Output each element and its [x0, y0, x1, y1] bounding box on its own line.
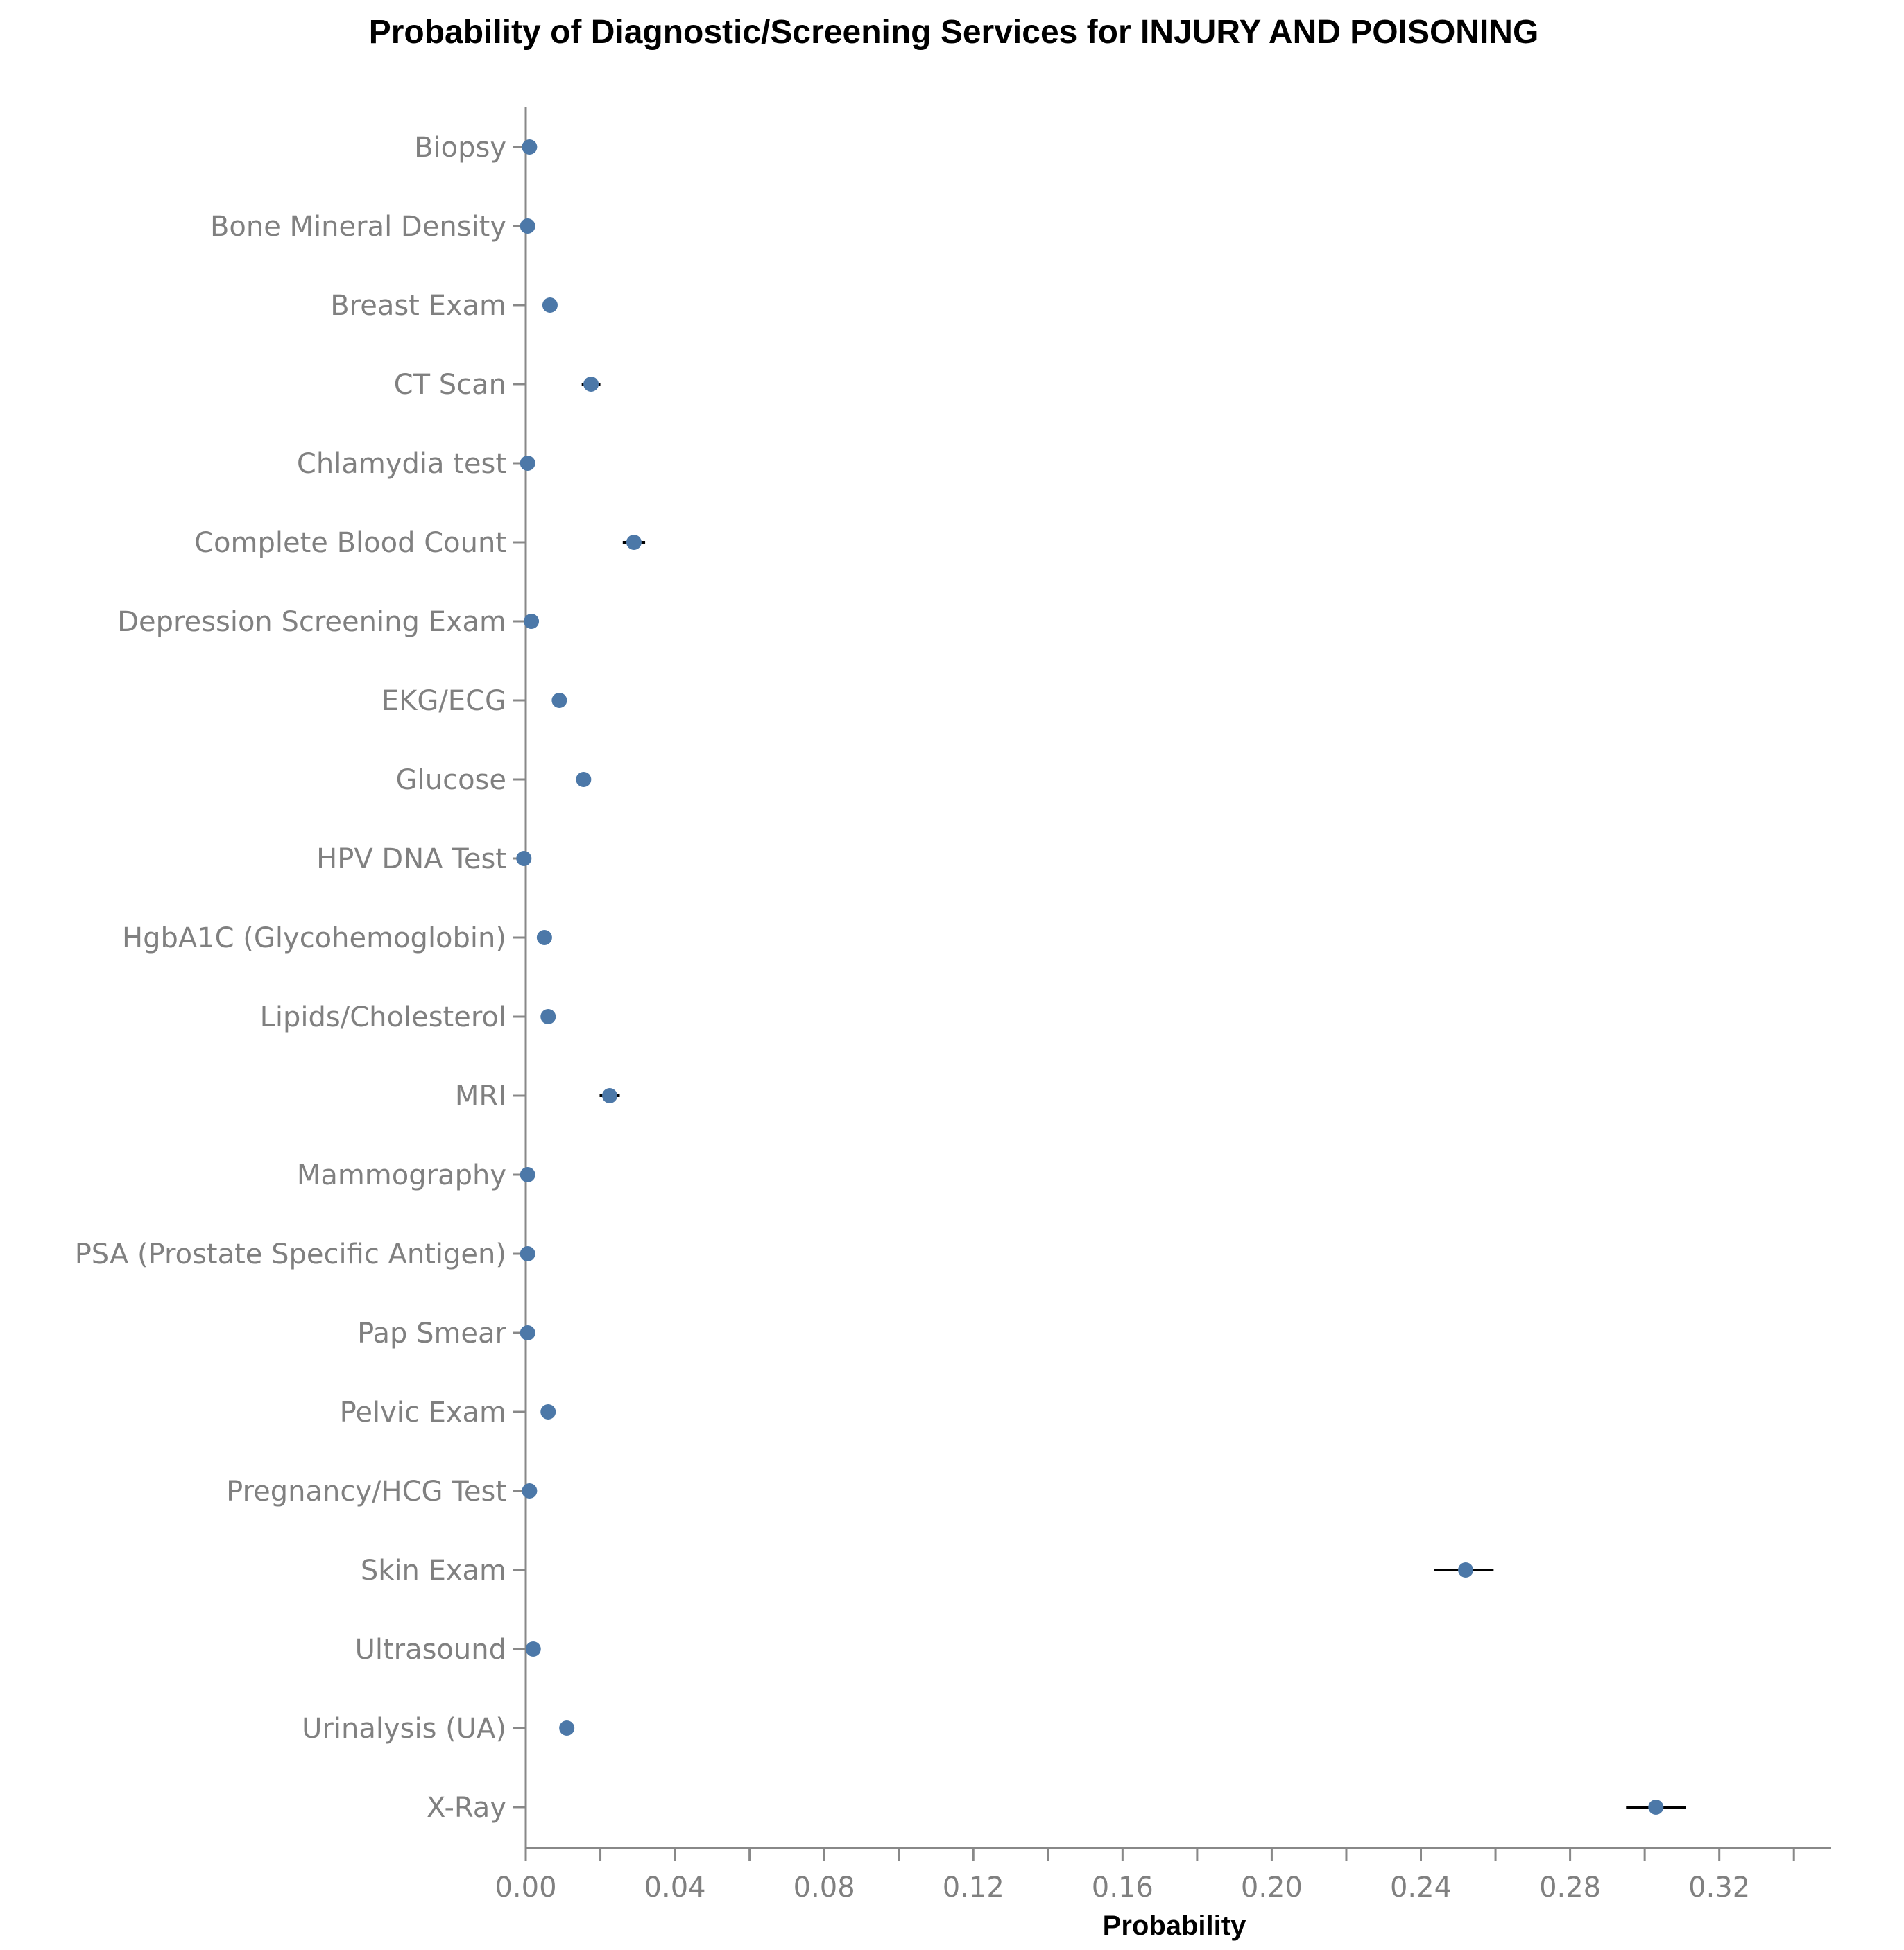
data-point [583, 377, 599, 392]
x-tick-label: 0.24 [1390, 1872, 1452, 1904]
y-tick-label: Breast Exam [330, 290, 506, 322]
x-tick-label: 0.20 [1241, 1872, 1303, 1904]
data-point [1458, 1562, 1474, 1578]
y-tick-label: Skin Exam [361, 1555, 506, 1587]
data-point [551, 693, 567, 708]
y-tick-label: Pelvic Exam [340, 1397, 506, 1429]
data-point [536, 930, 552, 945]
y-tick-label: X-Ray [427, 1792, 506, 1824]
y-tick-label: Complete Blood Count [194, 527, 506, 559]
y-tick-label: EKG/ECG [381, 685, 506, 717]
y-axis: Biopsy Bone Mineral Density Breast Exam CT … [75, 107, 527, 1848]
x-tick-label: 0.04 [644, 1872, 706, 1904]
y-tick-label: Biopsy [414, 132, 506, 164]
chart-title: Probability of Diagnostic/Screening Serv… [369, 14, 1539, 51]
x-tick-label: 0.12 [943, 1872, 1004, 1904]
y-tick-label: HPV DNA Test [316, 843, 506, 875]
x-tick-label: 0.16 [1092, 1872, 1153, 1904]
y-tick-label: Ultrasound [355, 1634, 506, 1666]
y-tick-label: Urinalysis (UA) [302, 1713, 506, 1745]
x-tick-label: 0.00 [495, 1872, 556, 1904]
data-point [520, 1167, 535, 1182]
data-point [1648, 1800, 1664, 1815]
x-tick-label: 0.32 [1688, 1872, 1750, 1904]
x-axis: 0.00 0.04 0.08 0.12 0.16 0.20 0.24 0.28 0.32 [495, 1847, 1831, 1904]
data-point [601, 1088, 617, 1103]
data-marks [516, 139, 1686, 1815]
data-point [516, 851, 532, 866]
y-tick-label: Glucose [396, 764, 506, 796]
data-point [540, 1009, 556, 1024]
y-tick-label: Chlamydia test [297, 448, 506, 480]
data-point [626, 535, 642, 550]
data-point [525, 1641, 541, 1657]
data-point [520, 456, 535, 471]
x-tick-label: 0.08 [794, 1872, 855, 1904]
data-point [542, 297, 558, 313]
y-tick-label: Mammography [297, 1159, 506, 1191]
data-point [559, 1720, 575, 1736]
y-tick-label: Bone Mineral Density [210, 211, 506, 243]
data-point [522, 139, 538, 155]
y-tick-label: Pregnancy/HCG Test [226, 1476, 506, 1508]
data-point [524, 614, 540, 629]
data-point [576, 772, 592, 787]
data-point [520, 218, 535, 234]
y-tick-label: Depression Screening Exam [117, 606, 506, 638]
y-tick-label: Pap Smear [357, 1318, 506, 1349]
y-tick-label: HgbA1C (Glycohemoglobin) [122, 922, 506, 954]
data-point [520, 1246, 535, 1261]
data-point [522, 1483, 538, 1499]
data-point [520, 1325, 535, 1340]
y-tick-label: MRI [455, 1080, 506, 1112]
y-tick-label: Lipids/Cholesterol [260, 1001, 506, 1033]
data-point [540, 1404, 556, 1420]
x-axis-title: Probability [1103, 1910, 1246, 1941]
y-tick-label: PSA (Prostate Specific Antigen) [75, 1239, 506, 1270]
y-tick-label: CT Scan [394, 369, 506, 401]
x-tick-label: 0.28 [1539, 1872, 1601, 1904]
